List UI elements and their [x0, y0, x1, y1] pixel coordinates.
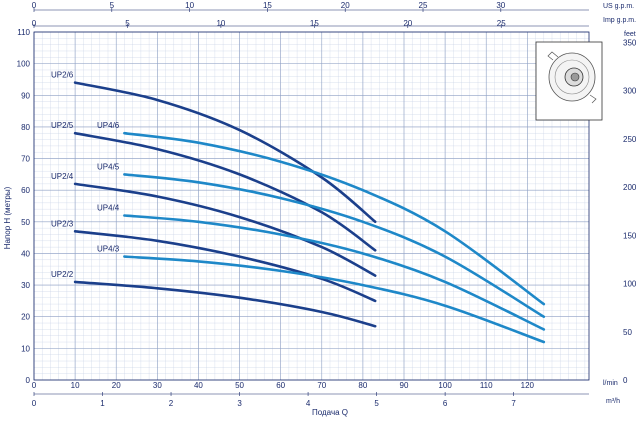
y-tick-label: 110 [17, 28, 30, 37]
usgpm-tick-label: 15 [263, 1, 272, 10]
feet-tick-label: 150 [623, 231, 637, 240]
pump-image [535, 41, 603, 121]
x-tick-label: 90 [400, 381, 409, 390]
impgpm-tick-label: 20 [403, 19, 412, 28]
x-tick-label: 50 [235, 381, 244, 390]
series-label-up4-3: UP4/3 [97, 245, 120, 254]
curve-labels: UP2/6 UP2/5 UP2/4 UP2/3 UP2/2 UP4/6 UP4/5 UP4/4… [51, 71, 120, 279]
y-tick-label: 20 [21, 313, 30, 322]
x-tick-label: 120 [521, 381, 535, 390]
series-line-up2-5 [73, 131, 377, 252]
y-tick-label: 10 [21, 344, 30, 353]
usgpm-tick-label: 20 [341, 1, 350, 10]
series-label-up4-6: UP4/6 [97, 121, 120, 130]
impgpm-axis-unit: Imp g.p.m. [603, 17, 636, 24]
m3h-tick-label: 5 [374, 399, 379, 408]
x-axis-title: Подача Q [312, 408, 348, 417]
feet-tick-label: 250 [623, 135, 637, 144]
series-line-up2-4 [73, 182, 377, 277]
x-tick-label: 20 [112, 381, 121, 390]
y-tick-label: 80 [21, 123, 30, 132]
usgpm-tick-label: 30 [496, 1, 505, 10]
y-axis-title: Напор H (метры) [3, 186, 12, 249]
x-tick-label: 80 [358, 381, 367, 390]
series-line-up4-6 [123, 131, 546, 306]
m3h-tick-label: 2 [169, 399, 174, 408]
series-label-up4-5: UP4/5 [97, 162, 120, 171]
series-label-up2-3: UP2/3 [51, 219, 74, 228]
y-tick-label: 50 [21, 218, 30, 227]
usgpm-axis-unit: US g.p.m. [603, 3, 634, 10]
impgpm-tick-label: 15 [310, 19, 319, 28]
series-line-up2-2 [73, 280, 377, 328]
x-tick-label: 0 [32, 381, 37, 390]
series-line-up4-4 [123, 214, 546, 331]
series-label-up2-4: UP2/4 [51, 172, 74, 181]
y-tick-label: 90 [21, 91, 30, 100]
m3h-tick-label: 0 [32, 399, 37, 408]
m3h-tick-label: 6 [443, 399, 448, 408]
x-tick-label: 30 [153, 381, 162, 390]
impgpm-tick-label: 0 [32, 19, 37, 28]
usgpm-tick-label: 0 [32, 1, 37, 10]
feet-tick-label: 200 [623, 183, 637, 192]
m3h-axis-unit: m³/h [606, 398, 620, 405]
feet-tick-label: 350 [623, 39, 637, 48]
x-tick-label: 60 [276, 381, 285, 390]
impgpm-tick-label: 25 [497, 19, 506, 28]
x-tick-label: 10 [71, 381, 80, 390]
series-line-up2-3 [73, 230, 377, 303]
usgpm-tick-label: 5 [110, 1, 115, 10]
usgpm-tick-label: 25 [419, 1, 428, 10]
feet-tick-label: 0 [623, 376, 628, 385]
feet-tick-label: 50 [623, 328, 632, 337]
y-tick-label: 40 [21, 249, 30, 258]
series-label-up2-6: UP2/6 [51, 71, 74, 80]
series-group [73, 81, 546, 344]
impgpm-tick-label: 5 [125, 19, 130, 28]
usgpm-tick-label: 10 [185, 1, 194, 10]
y-tick-label: 100 [17, 60, 31, 69]
m3h-tick-label: 4 [306, 399, 311, 408]
series-line-up4-5 [123, 173, 546, 318]
y-tick-label: 70 [21, 155, 30, 164]
series-label-up2-2: UP2/2 [51, 270, 74, 279]
m3h-tick-label: 1 [100, 399, 105, 408]
axes: 0 10 20 30 40 50 60 70 80 90 100 110 120010203040506… [17, 1, 637, 408]
x-tick-label: 100 [438, 381, 452, 390]
y-tick-label: 60 [21, 186, 30, 195]
series-line-up4-3 [123, 255, 546, 344]
feet-tick-label: 100 [623, 280, 637, 289]
impgpm-tick-label: 10 [216, 19, 225, 28]
m3h-tick-label: 7 [511, 399, 516, 408]
x-tick-label: 70 [317, 381, 326, 390]
series-label-up4-4: UP4/4 [97, 203, 120, 212]
feet-axis-unit: feet [624, 31, 636, 38]
x-tick-label: 40 [194, 381, 203, 390]
plot-frame [33, 31, 590, 381]
feet-tick-label: 300 [623, 87, 637, 96]
series-label-up2-5: UP2/5 [51, 121, 74, 130]
x-tick-label: 110 [480, 381, 493, 390]
m3h-tick-label: 3 [237, 399, 242, 408]
y-tick-label: 0 [26, 376, 31, 385]
series-line-up2-6 [73, 81, 377, 224]
y-tick-label: 30 [21, 281, 30, 290]
x-axis-unit: l/min [603, 380, 618, 387]
